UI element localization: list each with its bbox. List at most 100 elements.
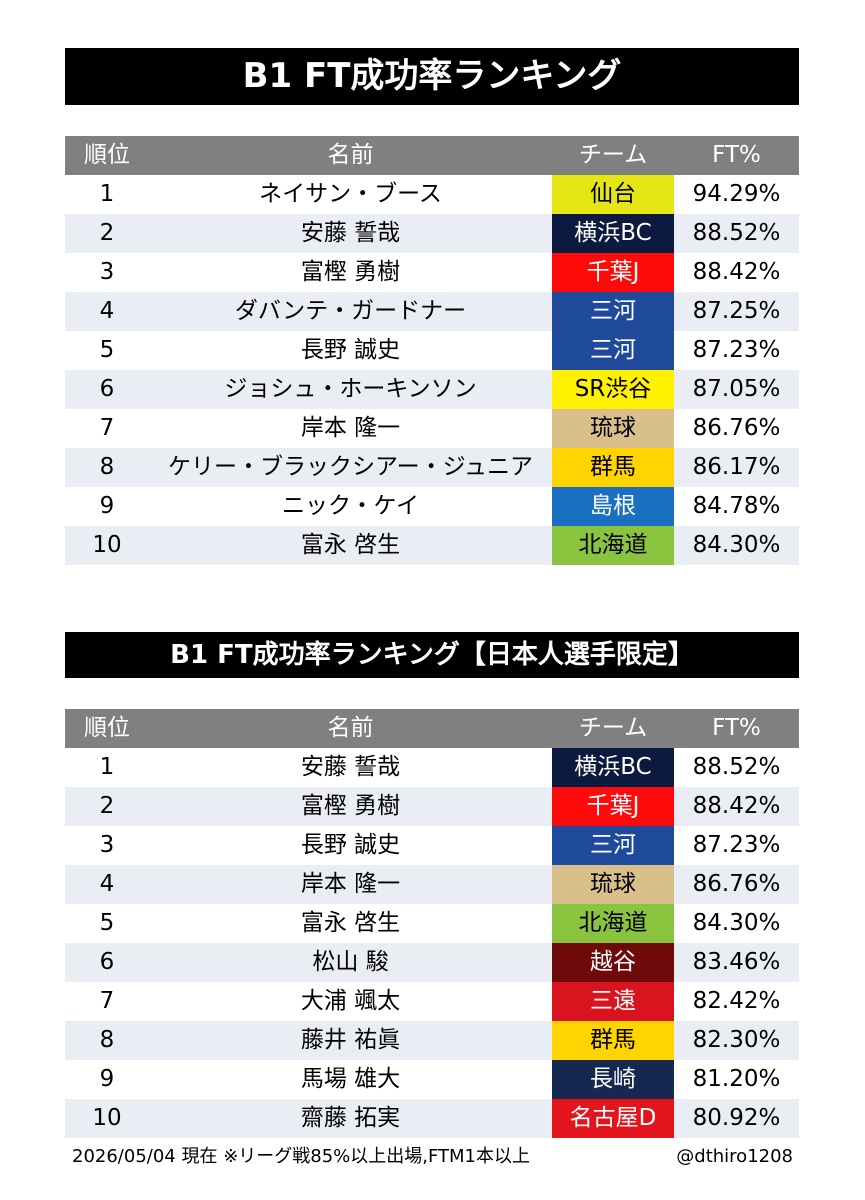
name-cell: ネイサン・ブース <box>259 181 442 207</box>
team-cell: 北海道 <box>552 904 674 943</box>
team-cell: 越谷 <box>552 943 674 982</box>
table-row: 10 齋藤 拓実 名古屋D 80.92% <box>65 1099 799 1138</box>
team-cell: 琉球 <box>552 409 674 448</box>
rank-cell: 5 <box>99 337 115 363</box>
header-name: 名前 <box>327 715 374 741</box>
ranking-all-table: 順位 名前 チーム FT% 1 ネイサン・ブース 仙台 94.29% 2 安藤 誓哉 横浜B… <box>65 136 799 565</box>
ft-cell: 88.42% <box>692 259 781 285</box>
header-ft: FT% <box>712 142 761 168</box>
name-cell: ケリー・ブラックシアー・ジュニア <box>167 454 533 480</box>
name-cell: 岸本 隆一 <box>300 871 401 897</box>
table-row: 2 安藤 誓哉 横浜BC 88.52% <box>65 214 799 253</box>
table-row: 6 ジョシュ・ホーキンソン SR渋谷 87.05% <box>65 370 799 409</box>
table-row: 5 富永 啓生 北海道 84.30% <box>65 904 799 943</box>
ft-cell: 94.29% <box>692 181 781 207</box>
table-row: 10 富永 啓生 北海道 84.30% <box>65 526 799 565</box>
rank-cell: 10 <box>92 1105 122 1131</box>
ft-cell: 87.23% <box>692 337 781 363</box>
table-row: 7 岸本 隆一 琉球 86.76% <box>65 409 799 448</box>
team-cell: 千葉J <box>552 787 674 826</box>
header-team: チーム <box>578 142 648 168</box>
team-cell: 群馬 <box>552 448 674 487</box>
table-row: 1 安藤 誓哉 横浜BC 88.52% <box>65 748 799 787</box>
table-row: 8 ケリー・ブラックシアー・ジュニア 群馬 86.17% <box>65 448 799 487</box>
rank-cell: 9 <box>99 1066 115 1092</box>
ranking-all-title: B1 FT成功率ランキング <box>65 48 799 105</box>
name-cell: 馬場 雄大 <box>300 1066 401 1092</box>
rank-cell: 8 <box>99 1027 115 1053</box>
team-cell: 琉球 <box>552 865 674 904</box>
team-cell: 横浜BC <box>552 748 674 787</box>
table-row: 2 富樫 勇樹 千葉J 88.42% <box>65 787 799 826</box>
team-cell: 三遠 <box>552 982 674 1021</box>
header-name: 名前 <box>327 142 374 168</box>
ft-cell: 84.78% <box>692 493 781 519</box>
team-cell: 名古屋D <box>552 1099 674 1138</box>
name-cell: 大浦 颯太 <box>300 988 401 1014</box>
rank-cell: 3 <box>99 832 115 858</box>
team-cell: 横浜BC <box>552 214 674 253</box>
ft-cell: 84.30% <box>692 532 781 558</box>
ft-cell: 87.23% <box>692 832 781 858</box>
team-cell: 島根 <box>552 487 674 526</box>
table-row: 3 富樫 勇樹 千葉J 88.42% <box>65 253 799 292</box>
header-rank: 順位 <box>84 142 130 168</box>
table-row: 9 ニック・ケイ 島根 84.78% <box>65 487 799 526</box>
ft-cell: 87.05% <box>692 376 781 402</box>
table-row: 7 大浦 颯太 三遠 82.42% <box>65 982 799 1021</box>
rank-cell: 1 <box>99 754 115 780</box>
table-row: 9 馬場 雄大 長崎 81.20% <box>65 1060 799 1099</box>
team-cell: 三河 <box>552 826 674 865</box>
name-cell: 松山 駿 <box>312 949 389 975</box>
team-cell: 仙台 <box>552 175 674 214</box>
table-row: 1 ネイサン・ブース 仙台 94.29% <box>65 175 799 214</box>
table-row: 6 松山 駿 越谷 83.46% <box>65 943 799 982</box>
team-cell: 北海道 <box>552 526 674 565</box>
ft-cell: 88.52% <box>692 754 781 780</box>
name-cell: 岸本 隆一 <box>300 415 401 441</box>
ft-cell: 82.30% <box>692 1027 781 1053</box>
rank-cell: 5 <box>99 910 115 936</box>
table-row: 8 藤井 祐眞 群馬 82.30% <box>65 1021 799 1060</box>
ft-cell: 83.46% <box>692 949 781 975</box>
table-row: 4 ダバンテ・ガードナー 三河 87.25% <box>65 292 799 331</box>
header-team: チーム <box>578 715 648 741</box>
header-ft: FT% <box>712 715 761 741</box>
rank-cell: 3 <box>99 259 115 285</box>
ft-cell: 88.42% <box>692 793 781 819</box>
name-cell: 富樫 勇樹 <box>300 259 401 285</box>
name-cell: 齋藤 拓実 <box>300 1105 401 1131</box>
name-cell: 富樫 勇樹 <box>300 793 401 819</box>
name-cell: 長野 誠史 <box>300 337 401 363</box>
team-cell: 群馬 <box>552 1021 674 1060</box>
ft-cell: 84.30% <box>692 910 781 936</box>
rank-cell: 2 <box>99 793 115 819</box>
rank-cell: 1 <box>99 181 115 207</box>
ft-cell: 81.20% <box>692 1066 781 1092</box>
ft-cell: 86.76% <box>692 871 781 897</box>
rank-cell: 2 <box>99 220 115 246</box>
name-cell: 富永 啓生 <box>300 532 401 558</box>
ranking-japanese-table: 順位 名前 チーム FT% 1 安藤 誓哉 横浜BC 88.52% 2 富樫 勇樹 千葉J 8… <box>65 709 799 1138</box>
rank-cell: 6 <box>99 949 115 975</box>
ft-cell: 88.52% <box>692 220 781 246</box>
name-cell: 富永 啓生 <box>300 910 401 936</box>
name-cell: ダバンテ・ガードナー <box>234 298 467 324</box>
footer-note: 2026/05/04 現在 ※リーグ戦85%以上出場,FTM1本以上 <box>72 1146 531 1167</box>
table-row: 3 長野 誠史 三河 87.23% <box>65 826 799 865</box>
ft-cell: 80.92% <box>692 1105 781 1131</box>
rank-cell: 10 <box>92 532 122 558</box>
name-cell: 長野 誠史 <box>300 832 401 858</box>
team-cell: SR渋谷 <box>552 370 674 409</box>
ft-cell: 86.76% <box>692 415 781 441</box>
name-cell: 安藤 誓哉 <box>300 220 401 246</box>
table-header: 順位 名前 チーム FT% <box>65 136 799 175</box>
rank-cell: 9 <box>99 493 115 519</box>
ft-cell: 82.42% <box>692 988 781 1014</box>
team-cell: 三河 <box>552 331 674 370</box>
team-cell: 三河 <box>552 292 674 331</box>
name-cell: ジョシュ・ホーキンソン <box>224 376 477 402</box>
team-cell: 千葉J <box>552 253 674 292</box>
rank-cell: 7 <box>99 988 115 1014</box>
table-header: 順位 名前 チーム FT% <box>65 709 799 748</box>
